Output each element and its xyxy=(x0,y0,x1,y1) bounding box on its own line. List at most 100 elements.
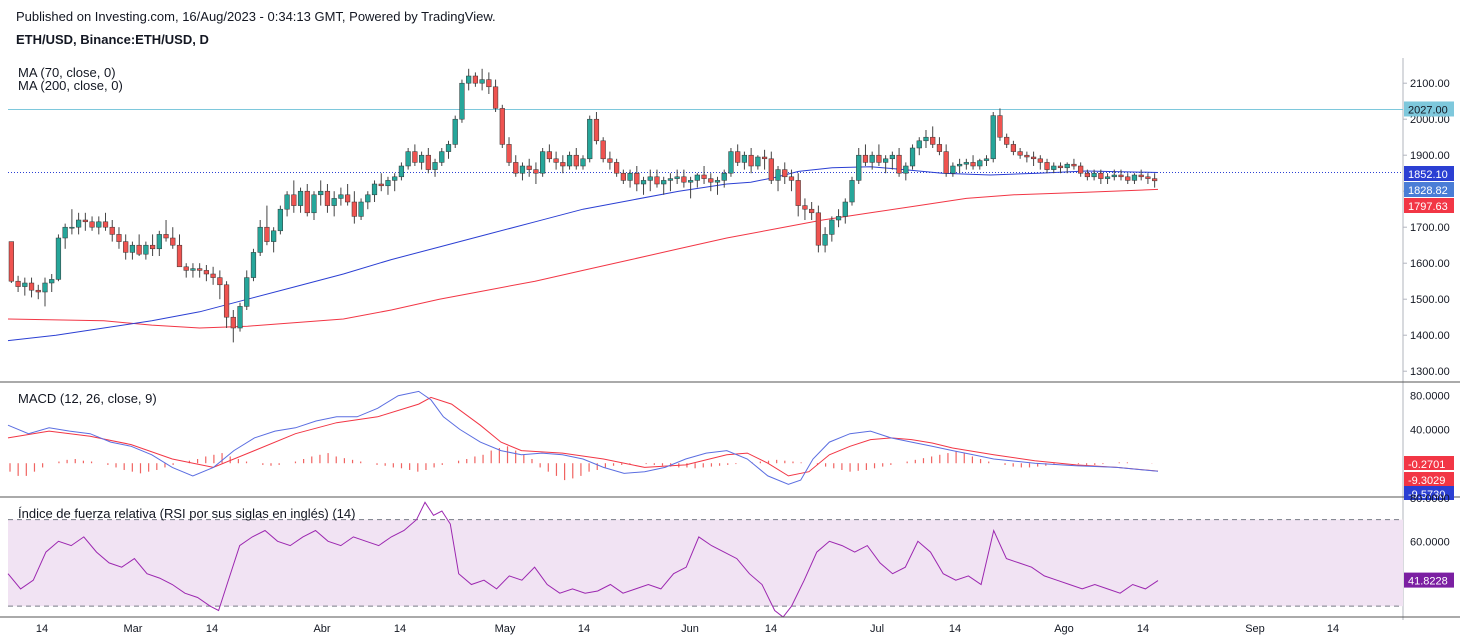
candle-body xyxy=(795,180,801,206)
candle-body xyxy=(896,154,902,174)
candle-body xyxy=(755,156,761,167)
publication-line: Published on Investing.com, 16/Aug/2023 … xyxy=(16,9,496,24)
candle-body xyxy=(620,172,626,181)
candle-body xyxy=(271,230,277,242)
candle-body xyxy=(701,174,707,179)
candle-body xyxy=(1004,136,1010,145)
x-tick-label: Abr xyxy=(313,623,330,635)
candle-body xyxy=(486,79,492,88)
x-tick-label: 14 xyxy=(578,623,590,635)
candle-body xyxy=(1071,163,1077,167)
candle-body xyxy=(573,154,579,167)
indicator-label: MA (70, close, 0) xyxy=(18,65,116,80)
candle-body xyxy=(714,180,721,183)
candle-body xyxy=(735,151,741,163)
x-tick-label: 14 xyxy=(765,623,777,635)
candle-body xyxy=(418,154,425,163)
candle-body xyxy=(452,118,458,145)
candle-body xyxy=(378,183,384,187)
x-axis: 14 Mar 14 Abr 14 May 14 Jun 14 Jul 14 Ago 14 Sep 14 xyxy=(0,616,1460,635)
candle-body xyxy=(129,244,136,253)
macd-line xyxy=(7,390,1159,485)
candle-body xyxy=(499,108,505,145)
macd-value-box xyxy=(1404,456,1454,470)
candle-body xyxy=(782,169,788,178)
candle-body xyxy=(513,162,519,174)
price-label-box xyxy=(1404,198,1454,213)
price-tick-label: 2000.00 xyxy=(1410,114,1450,126)
candle-body xyxy=(708,178,714,183)
candle-body xyxy=(15,280,21,287)
candle-body xyxy=(425,154,431,170)
candle-body xyxy=(936,144,943,152)
x-tick-label: 14 xyxy=(1327,623,1339,635)
candle-body xyxy=(566,154,573,167)
candle-body xyxy=(1078,165,1084,174)
candle-body xyxy=(634,172,640,185)
macd-panel: 80.0000 40.0000 MACD (12, 26, close, 9) -0.… xyxy=(0,391,1460,501)
candle-body xyxy=(553,158,559,163)
macd-label: MACD (12, 26, close, 9) xyxy=(18,391,157,406)
candle-body xyxy=(432,162,438,170)
candle-body xyxy=(681,176,687,183)
price-tick-label: 1900.00 xyxy=(1410,150,1450,162)
candle-body xyxy=(916,140,922,149)
price-tick-label: 1300.00 xyxy=(1410,366,1450,378)
candle-body xyxy=(277,208,283,232)
candle-body xyxy=(1030,156,1037,160)
candle-body xyxy=(889,154,895,160)
candle-body xyxy=(788,176,795,181)
candle-body xyxy=(170,237,176,246)
rsi-value-box xyxy=(1404,572,1454,588)
candle-body xyxy=(365,194,371,203)
candle-body xyxy=(614,162,620,174)
candle-body xyxy=(143,244,149,255)
macd-value-text: -9.3029 xyxy=(1408,475,1445,487)
candle-body xyxy=(1152,178,1158,182)
price-label-text: 1852.10 xyxy=(1408,169,1448,181)
candle-body xyxy=(405,151,411,167)
candle-body xyxy=(492,86,499,109)
candle-body xyxy=(22,282,28,287)
macd-signal-line xyxy=(7,396,1159,477)
candle-body xyxy=(203,270,209,275)
candle-body xyxy=(69,226,75,229)
candle-body xyxy=(741,154,748,163)
candle-body xyxy=(459,82,465,120)
candle-body xyxy=(990,115,996,160)
candle-body xyxy=(560,162,566,167)
candle-body xyxy=(600,140,606,160)
macd-tick-label: 80.0000 xyxy=(1410,391,1450,403)
candle-body xyxy=(89,221,95,228)
x-tick-label: Ago xyxy=(1054,623,1074,635)
candle-body xyxy=(311,194,317,214)
x-tick-label: 14 xyxy=(206,623,218,635)
macd-tick-label: 40.0000 xyxy=(1410,424,1450,436)
candle-body xyxy=(318,190,324,196)
candle-body xyxy=(237,306,243,329)
candle-body xyxy=(607,158,613,163)
price-label-text: 1828.82 xyxy=(1408,185,1448,197)
candle-body xyxy=(264,226,270,242)
candle-body xyxy=(1084,172,1090,178)
candle-body xyxy=(304,190,310,214)
candle-body xyxy=(835,216,842,221)
candle-body xyxy=(580,158,586,167)
candle-body xyxy=(156,234,162,250)
candle-body xyxy=(1051,165,1057,170)
candle-body xyxy=(1010,144,1017,152)
candle-body xyxy=(540,151,546,174)
candle-body xyxy=(748,154,754,167)
candle-body xyxy=(775,169,781,181)
candle-body xyxy=(324,190,331,206)
candle-body xyxy=(392,176,398,181)
candle-body xyxy=(876,154,882,163)
candle-body xyxy=(983,158,990,161)
candle-body xyxy=(694,174,700,181)
candle-body xyxy=(338,194,344,199)
indicator-label: MA (200, close, 0) xyxy=(18,78,123,93)
candle-body xyxy=(1057,165,1064,169)
candle-body xyxy=(197,268,203,271)
candle-body xyxy=(190,268,196,271)
candle-body xyxy=(593,118,600,142)
